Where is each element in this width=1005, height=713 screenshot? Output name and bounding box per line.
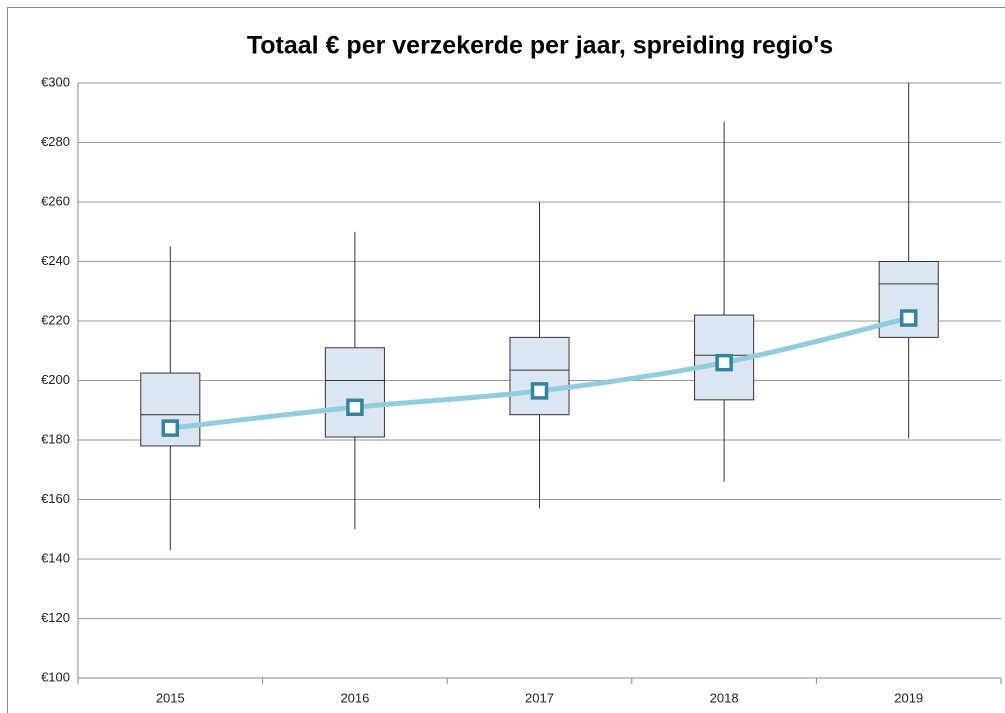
y-tick-label: €240 [41, 253, 70, 268]
y-tick-label: €120 [41, 610, 70, 625]
y-tick-label: €140 [41, 550, 70, 565]
box [324, 347, 385, 438]
y-tick-label: €160 [41, 491, 70, 506]
y-tick-label: €200 [41, 372, 70, 387]
x-tick-label: 2015 [156, 690, 185, 705]
x-tick-label: 2017 [525, 690, 554, 705]
mean-marker [346, 398, 364, 417]
x-tick-label: 2019 [894, 690, 923, 705]
box [509, 336, 570, 416]
x-tick-label: 2016 [340, 690, 369, 705]
x-tick-label: 2018 [710, 690, 739, 705]
y-tick-label: €260 [41, 193, 70, 208]
mean-marker [161, 419, 180, 437]
y-tick-label: €220 [41, 312, 70, 327]
y-tick-label: €180 [41, 431, 70, 446]
mean-marker [530, 382, 549, 400]
mean-marker [715, 353, 733, 372]
chart-frame [7, 7, 1005, 713]
y-tick-label: €300 [41, 74, 70, 89]
mean-marker [899, 309, 918, 327]
y-tick-label: €100 [41, 669, 70, 684]
y-tick-label: €280 [41, 134, 70, 149]
chart-title: Totaal € per verzekerde per jaar, spreid… [247, 32, 833, 60]
